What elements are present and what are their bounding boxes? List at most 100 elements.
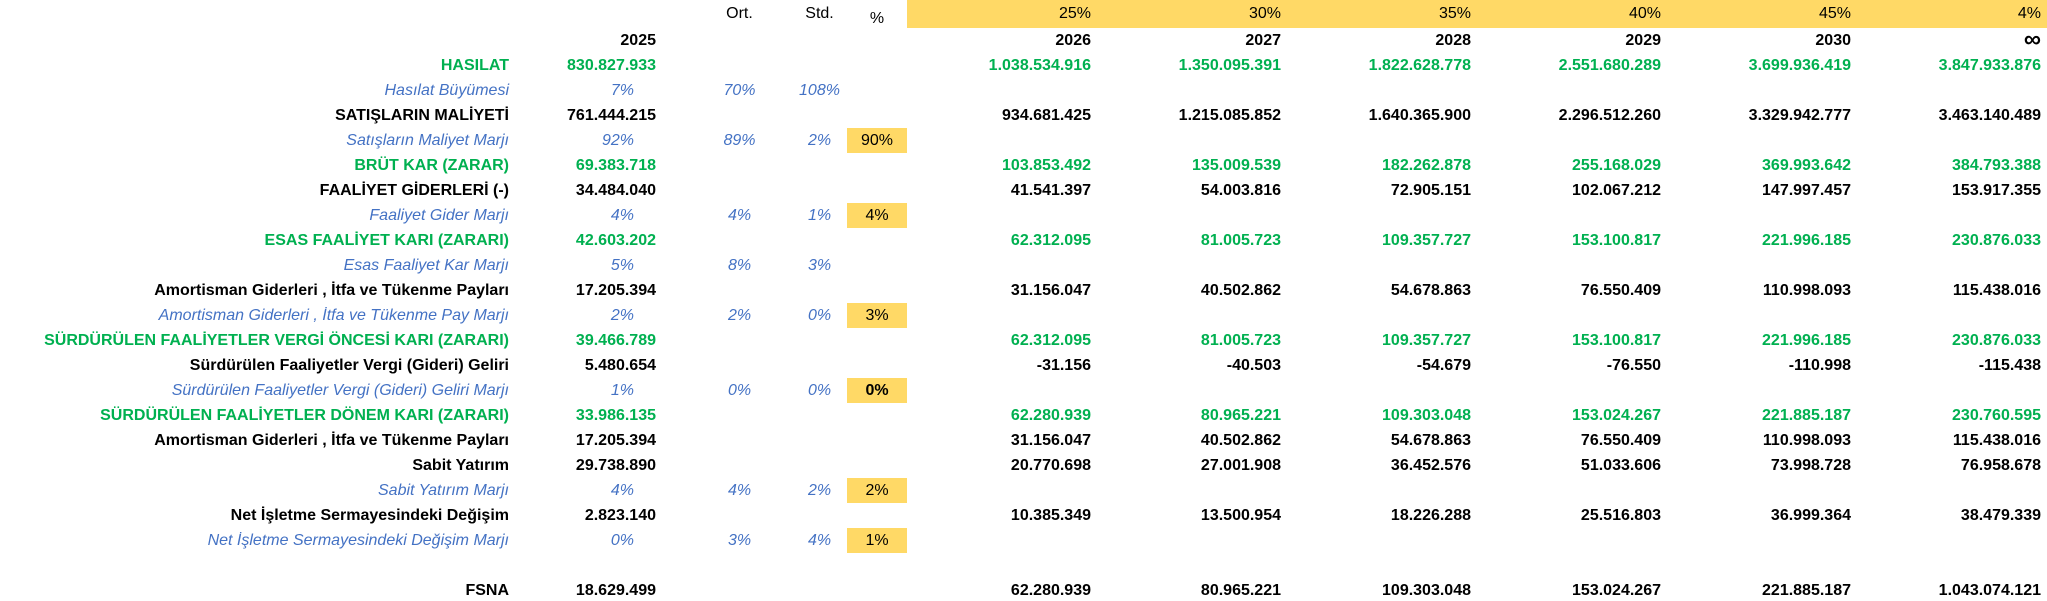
cell-2030[interactable]: 221.996.185 [1762,332,1851,349]
cell-2026[interactable]: 934.681.425 [1002,107,1091,124]
cell-2029[interactable]: 2.296.512.260 [1558,107,1661,124]
cell-ort[interactable] [687,353,792,378]
cell-2028[interactable] [1287,378,1477,403]
cell-2025[interactable]: 2% [610,307,634,324]
cell-2027[interactable]: 40.502.862 [1200,432,1281,449]
cell-2027[interactable] [1097,203,1287,228]
cell-2030[interactable]: 110.998.093 [1762,432,1851,449]
cell-2029[interactable]: 76.550.409 [1580,432,1661,449]
cell-2029[interactable] [1477,553,1667,578]
cell-2025[interactable]: 29.738.890 [575,457,656,474]
year-header[interactable]: 2029 [1625,32,1661,49]
cell-2027[interactable]: 135.009.539 [1192,157,1281,174]
cell-2026[interactable]: 62.280.939 [1010,407,1091,424]
cell-2027[interactable] [1097,378,1287,403]
cell-scenario-percent[interactable] [847,453,907,478]
cell-2025[interactable] [513,553,668,578]
cell-2030[interactable] [1667,378,1857,403]
cell-2029[interactable] [1477,203,1667,228]
cell-2029[interactable]: 153.024.267 [1572,407,1661,424]
cell-2026[interactable]: 31.156.047 [1010,282,1091,299]
cell-scenario-percent[interactable] [847,103,907,128]
cell-std[interactable]: 2% [807,482,832,499]
cell-∞[interactable] [1857,303,2047,328]
cell-2030[interactable] [1667,203,1857,228]
cell-∞[interactable]: 115.438.016 [1952,432,2041,449]
cell-2027[interactable]: 80.965.221 [1200,582,1281,599]
cell-2028[interactable] [1287,478,1477,503]
year-header[interactable]: 2026 [1055,32,1091,49]
cell-2030[interactable]: 3.329.942.777 [1748,107,1851,124]
cell-∞[interactable]: 76.958.678 [1960,457,2041,474]
cell-∞[interactable]: 38.479.339 [1960,507,2041,524]
cell-ort[interactable] [687,103,792,128]
cell-2027[interactable] [1097,78,1287,103]
cell-scenario-percent[interactable]: 4% [847,203,907,228]
cell-2028[interactable]: 1.640.365.900 [1368,107,1471,124]
scenario-percent-cell[interactable]: 40% [1628,5,1661,22]
cell-2025[interactable]: 18.629.499 [575,582,656,599]
cell-2028[interactable]: 1.822.628.778 [1368,57,1471,74]
cell-ort[interactable] [687,503,792,528]
cell-2025[interactable]: 69.383.718 [575,157,656,174]
cell-2025[interactable]: 4% [610,482,634,499]
cell-scenario-percent[interactable] [847,228,907,253]
row-label[interactable]: SÜRDÜRÜLEN FAALİYETLER DÖNEM KARI (ZARAR… [100,407,509,424]
cell-2026[interactable]: -31.156 [1036,357,1091,374]
row-label[interactable]: Amortisman Giderleri , İtfa ve Tükenme P… [154,282,509,299]
cell-ort[interactable] [687,153,792,178]
cell-ort[interactable]: 89% [723,132,756,149]
cell-2026[interactable] [907,378,1097,403]
cell-2026[interactable] [907,203,1097,228]
cell-2026[interactable]: 103.853.492 [1002,157,1091,174]
cell-2026[interactable]: 10.385.349 [1010,507,1091,524]
cell-2028[interactable]: 54.678.863 [1390,432,1471,449]
cell-2025[interactable]: 2.823.140 [584,507,656,524]
cell-2030[interactable]: 221.885.187 [1762,407,1851,424]
row-label[interactable]: FSNA [465,582,509,599]
cell-2030[interactable] [1667,303,1857,328]
cell-ort[interactable] [687,553,792,578]
cell-std[interactable] [792,153,847,178]
cell-2028[interactable] [1287,253,1477,278]
cell-ort[interactable] [687,453,792,478]
cell-2027[interactable] [1097,553,1287,578]
cell-2029[interactable]: 25.516.803 [1580,507,1661,524]
cell-2030[interactable]: -110.998 [1788,357,1851,374]
cell-2030[interactable] [1667,78,1857,103]
ort-column-header[interactable]: Ort. [726,5,753,22]
cell-scenario-percent[interactable]: 2% [847,478,907,503]
cell-2025[interactable]: 42.603.202 [575,232,656,249]
terminal-infinity-header[interactable]: ∞ [2023,26,2041,53]
row-label[interactable]: Amortisman Giderleri , İtfa ve Tükenme P… [154,432,509,449]
cell-2028[interactable] [1287,528,1477,553]
cell-2029[interactable] [1477,253,1667,278]
cell-2027[interactable] [1097,528,1287,553]
cell-2028[interactable]: 109.357.727 [1382,332,1471,349]
cell-∞[interactable] [1857,253,2047,278]
cell-std[interactable]: 1% [807,207,832,224]
cell-2026[interactable] [907,128,1097,153]
cell-2027[interactable] [1097,303,1287,328]
row-label[interactable]: FAALİYET GİDERLERİ (-) [319,182,509,199]
row-label[interactable]: SATIŞLARIN MALİYETİ [335,107,509,124]
cell-2025[interactable]: 761.444.215 [567,107,656,124]
cell-2029[interactable] [1477,378,1667,403]
scenario-percent-cell[interactable]: 4% [2017,5,2041,22]
cell-2025[interactable]: 4% [610,207,634,224]
cell-2028[interactable]: 36.452.576 [1390,457,1471,474]
cell-2030[interactable]: 147.997.457 [1762,182,1851,199]
cell-ort[interactable]: 4% [727,482,752,499]
cell-ort[interactable]: 4% [727,207,752,224]
cell-2030[interactable]: 221.996.185 [1762,232,1851,249]
cell-scenario-percent[interactable]: 3% [847,303,907,328]
cell-2025[interactable]: 17.205.394 [575,282,656,299]
row-label[interactable]: Hasılat Büyümesi [384,82,510,99]
cell-std[interactable] [792,403,847,428]
cell-scenario-percent[interactable] [847,428,907,453]
row-label[interactable]: Faaliyet Gider Marjı [369,207,509,224]
cell-std[interactable] [792,353,847,378]
cell-std[interactable] [792,553,847,578]
cell-2026[interactable] [907,553,1097,578]
cell-2026[interactable]: 31.156.047 [1010,432,1091,449]
